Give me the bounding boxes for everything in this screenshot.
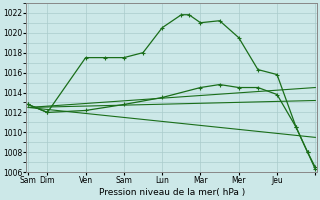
X-axis label: Pression niveau de la mer( hPa ): Pression niveau de la mer( hPa ): [99, 188, 245, 197]
